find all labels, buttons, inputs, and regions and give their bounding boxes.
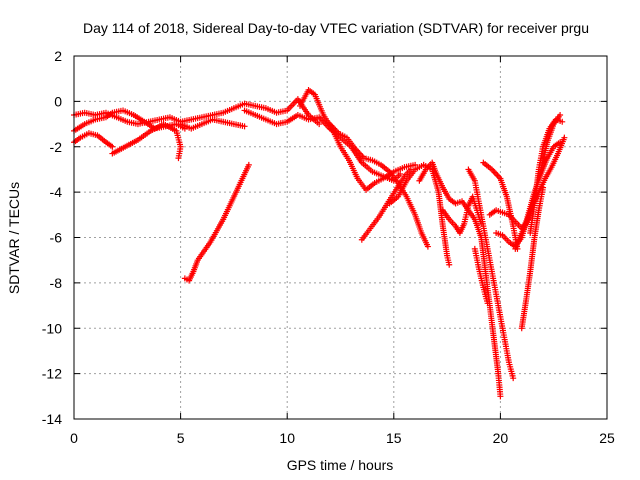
data-point-marker	[424, 243, 431, 250]
y-tick-label: -8	[50, 275, 63, 291]
x-tick-label: 25	[599, 430, 615, 446]
series-sat-a	[71, 96, 323, 128]
series-sat-d	[109, 121, 184, 162]
series-sat-p	[486, 111, 564, 232]
y-axis-label: SDTVAR / TECUs	[6, 182, 22, 294]
series-sat-r	[512, 134, 568, 252]
series-sat-o	[471, 245, 491, 307]
chart-title: Day 114 of 2018, Sidereal Day-to-day VTE…	[83, 20, 589, 36]
series-sat-u	[518, 184, 547, 332]
y-tick-label: -12	[42, 366, 62, 382]
data-point-marker	[497, 393, 504, 400]
data-point-marker	[484, 300, 491, 307]
x-axis-label: GPS time / hours	[287, 457, 394, 473]
data-point-marker	[561, 134, 568, 141]
y-tick-label: -4	[50, 184, 63, 200]
series-sat-q	[493, 139, 564, 250]
y-tick-label: 0	[54, 93, 62, 109]
series-sat-l	[416, 159, 504, 400]
grid-layer	[74, 56, 607, 419]
data-point-marker	[175, 155, 182, 162]
data-point-marker	[446, 261, 453, 268]
data-point-marker	[510, 375, 517, 382]
data-point-marker	[245, 161, 252, 168]
data-layer	[71, 87, 568, 400]
data-point-marker	[540, 184, 547, 191]
series-sat-h	[296, 87, 419, 193]
y-tick-label: -14	[42, 411, 62, 427]
x-tick-label: 10	[279, 430, 295, 446]
y-tick-label: 2	[54, 48, 62, 64]
data-point-marker	[316, 121, 323, 128]
series-sat-s	[527, 116, 566, 236]
x-tick-label: 15	[386, 430, 402, 446]
series-sat-j	[358, 166, 414, 243]
x-tick-label: 5	[177, 430, 185, 446]
data-point-marker	[514, 245, 521, 252]
series-sat-n	[465, 166, 517, 382]
y-tick-label: -2	[50, 139, 63, 155]
series-sat-e	[177, 116, 248, 132]
series-sat-g	[241, 107, 404, 184]
data-point-marker	[109, 143, 116, 150]
series-sat-f	[181, 161, 252, 284]
x-tick-label: 20	[493, 430, 509, 446]
y-tick-label: -6	[50, 230, 63, 246]
x-tick-label: 0	[70, 430, 78, 446]
series-sat-k	[386, 161, 453, 268]
series-sat-t	[480, 159, 521, 252]
data-point-marker	[559, 118, 566, 125]
data-point-marker	[241, 123, 248, 130]
y-tick-label: -10	[42, 320, 62, 336]
axis-layer: 0 5 10 15 20 25 -14 -12 -10 -8 -6 -4 -2 0 2	[42, 48, 615, 446]
series-sat-i	[326, 121, 431, 250]
data-point-marker	[557, 111, 564, 118]
